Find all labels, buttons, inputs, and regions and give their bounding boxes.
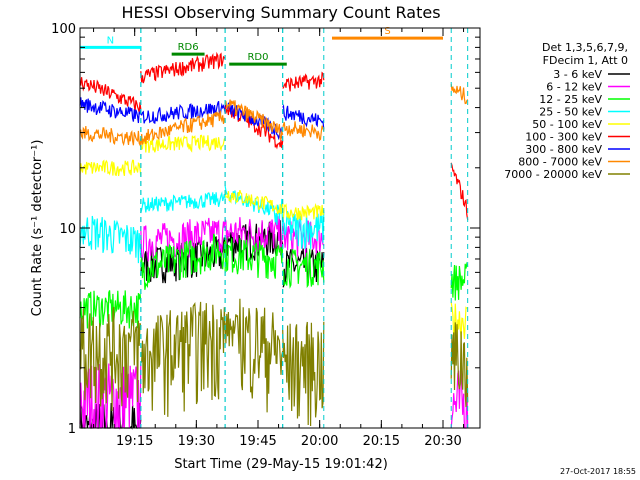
series-line-7 bbox=[79, 84, 469, 148]
legend-header-0: Det 1,3,5,6,7,9, bbox=[542, 41, 628, 54]
y-axis-label: Count Rate (s⁻¹ detector⁻¹) bbox=[30, 140, 45, 317]
series-line-4 bbox=[79, 134, 468, 341]
legend: Det 1,3,5,6,7,9,FDecim 1, Att 03 - 6 keV… bbox=[504, 41, 630, 181]
annotation-label-2: RD6 bbox=[178, 42, 199, 53]
x-tick-label-4: 20:15 bbox=[363, 434, 400, 449]
annotation-label-3: S bbox=[384, 26, 390, 37]
y-tick-label-0: 1 bbox=[68, 422, 76, 437]
legend-label-6: 300 - 800 keV bbox=[525, 143, 602, 156]
annotation-label-1: RD0 bbox=[247, 52, 268, 63]
footer-timestamp: 27-Oct-2017 18:55 bbox=[560, 467, 636, 476]
legend-label-4: 50 - 100 keV bbox=[532, 118, 602, 131]
plot-area: N RD0 RD6 S bbox=[79, 26, 469, 430]
series-line-2 bbox=[79, 233, 469, 329]
axes: 1 10 100 19:15 19:30 19:45 20:00 20:15 20:30 bbox=[51, 22, 480, 449]
x-tick-label-5: 20:30 bbox=[424, 434, 461, 449]
y-tick-label-1: 10 bbox=[59, 222, 76, 237]
series-line-6 bbox=[79, 97, 325, 141]
legend-label-1: 6 - 12 keV bbox=[546, 81, 602, 94]
legend-label-5: 100 - 300 keV bbox=[525, 131, 602, 144]
chart-title: HESSI Observing Summary Count Rates bbox=[121, 3, 440, 22]
x-tick-label-0: 19:15 bbox=[116, 434, 153, 449]
legend-label-2: 12 - 25 keV bbox=[539, 93, 602, 106]
x-axis-label: Start Time (29-May-15 19:01:42) bbox=[174, 457, 388, 472]
x-tick-label-3: 20:00 bbox=[301, 434, 338, 449]
legend-label-8: 7000 - 20000 keV bbox=[504, 168, 602, 181]
legend-label-0: 3 - 6 keV bbox=[553, 68, 602, 81]
y-tick-label-2: 100 bbox=[51, 22, 76, 37]
legend-label-3: 25 - 50 keV bbox=[539, 106, 602, 119]
x-tick-label-2: 19:45 bbox=[239, 434, 276, 449]
series-line-8 bbox=[79, 298, 469, 427]
legend-header-1: FDecim 1, Att 0 bbox=[543, 54, 628, 67]
annotation-label-0: N bbox=[107, 35, 114, 46]
legend-label-7: 800 - 7000 keV bbox=[518, 156, 602, 169]
series-line-3 bbox=[79, 185, 325, 264]
x-tick-label-1: 19:30 bbox=[178, 434, 215, 449]
